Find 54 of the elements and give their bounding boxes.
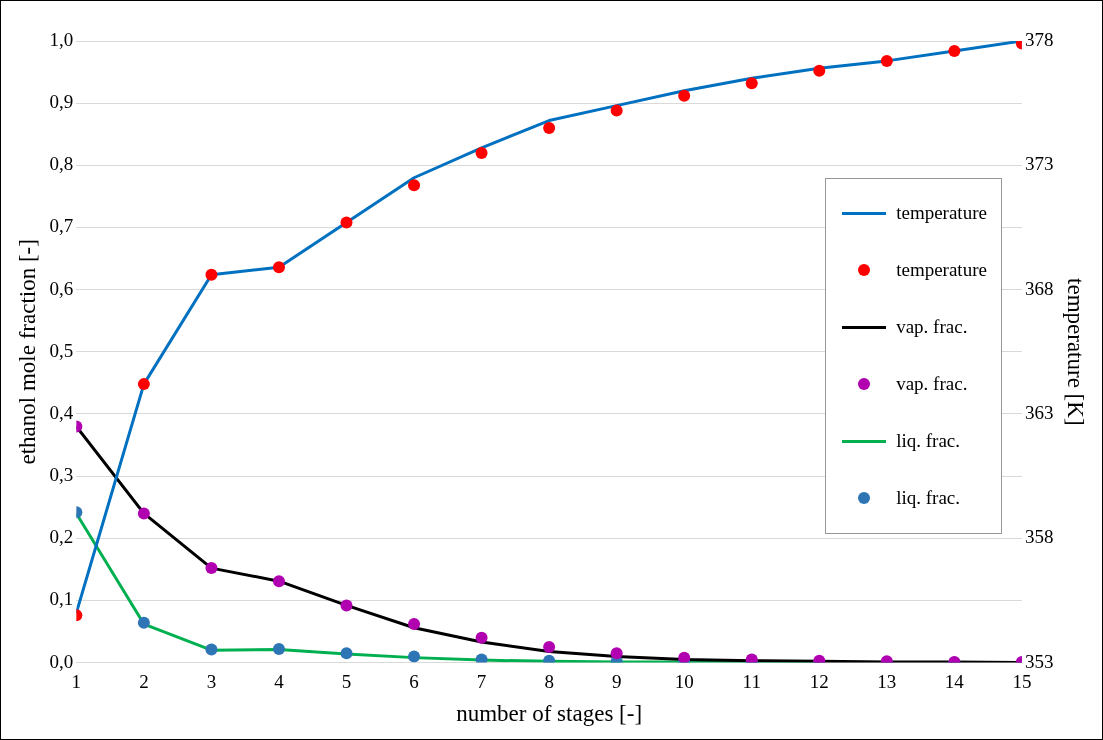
point [408,179,421,192]
legend-label: vap. frac. [896,373,968,396]
y-axis-title: ethanol mole fraction [-] [14,239,40,465]
y-tick-label: 0,8 [49,153,74,175]
legend-label: liq. frac. [896,487,960,510]
point [205,268,218,281]
legend-label: temperature [896,202,987,225]
x-tick-label: 15 [1012,670,1032,692]
y-tick-label: 1,0 [49,28,74,50]
y-tick-label: 0,0 [49,650,74,672]
point [813,64,826,77]
y2-tick-label: 358 [1024,526,1054,548]
y2-axis-title: temperature [K] [1063,278,1089,426]
point [137,378,150,391]
x-tick-label: 10 [674,670,694,692]
y-tick-label: 0,2 [49,526,74,548]
x-tick-label: 8 [544,670,554,692]
point [745,77,758,90]
point [475,146,488,159]
x-tick-label: 5 [341,670,352,692]
y-tick-label: 0,3 [49,464,74,486]
x-tick-label: 6 [409,670,419,692]
point [948,44,961,57]
y2-tick-label: 363 [1024,401,1054,423]
point [340,216,353,229]
x-tick-label: 13 [877,670,897,692]
y2-tick-label: 368 [1024,277,1054,299]
x-tick-label: 4 [274,670,285,692]
point [678,89,691,102]
x-tick-label: 14 [944,670,965,692]
x-tick-label: 11 [742,670,761,692]
y2-tick-label: 378 [1024,28,1054,50]
legend-label: liq. frac. [896,430,960,453]
x-tick-label: 1 [71,670,82,692]
x-tick-label: 2 [139,670,149,692]
legend-label: temperature [896,259,987,282]
legend-label: vap. frac. [896,316,968,339]
y-tick-label: 0,1 [49,588,74,610]
x-axis-title: number of stages [-] [456,701,643,727]
y2-tick-label: 373 [1024,153,1054,175]
x-tick-label: 9 [611,670,622,692]
y-tick-label: 0,6 [49,277,74,299]
x-tick-label: 3 [206,670,217,692]
x-tick-label: 7 [476,670,487,692]
y-tick-label: 0,5 [49,339,74,361]
x-tick-label: 12 [809,670,829,692]
y-tick-label: 0,7 [49,215,74,237]
point [880,54,893,67]
point [543,122,556,135]
y-tick-label: 0,9 [49,91,74,113]
point [272,261,285,274]
y-tick-label: 0,4 [49,401,74,423]
y2-tick-label: 353 [1024,650,1054,672]
point [610,104,623,117]
